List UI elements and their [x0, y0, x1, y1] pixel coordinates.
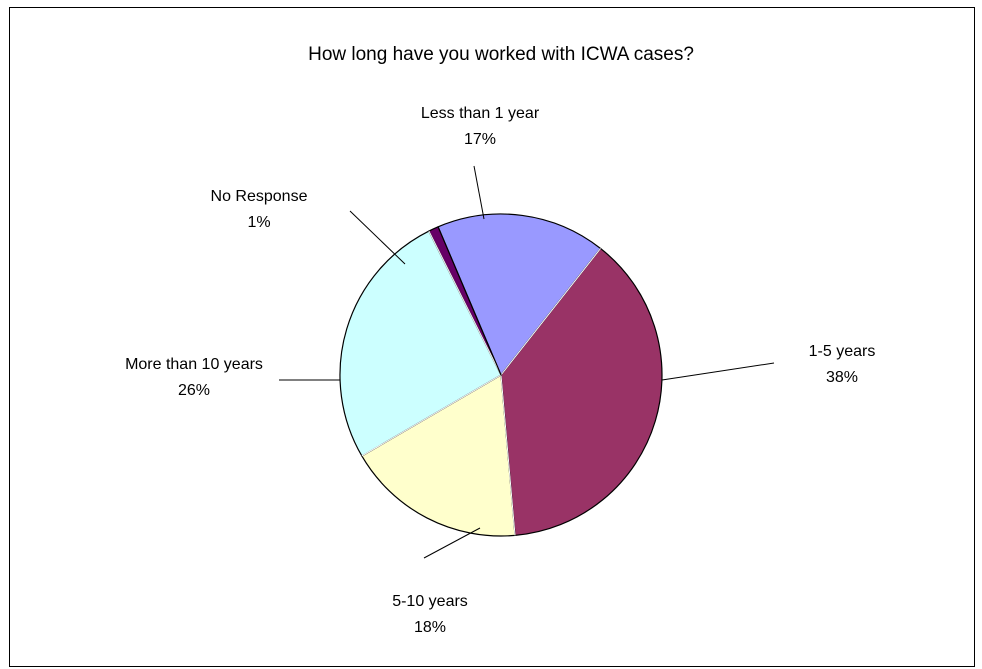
pie-slice-less-than-1-year	[437, 213, 602, 376]
slice-percent-label: 1%	[247, 214, 270, 231]
leader-line	[349, 210, 406, 265]
slice-separator	[361, 374, 502, 457]
leader-line	[473, 165, 485, 220]
slice-separator	[428, 230, 502, 376]
chart-area: How long have you worked with ICWA cases…	[9, 7, 975, 667]
pie-slices	[339, 213, 663, 537]
pie-slice-more-than-10-years	[339, 230, 502, 457]
slice-labels: Less than 1 year 17% 1-5 years 38% 5-10 year…	[125, 105, 875, 636]
leader-line	[661, 362, 775, 381]
slice-separator	[500, 248, 601, 376]
slice-percent-label: 26%	[178, 382, 210, 399]
slice-category-label: Less than 1 year	[421, 105, 540, 122]
chart-title: How long have you worked with ICWA cases…	[308, 44, 694, 65]
slice-percent-label: 38%	[826, 369, 858, 386]
pie-chart: How long have you worked with ICWA cases…	[125, 44, 875, 636]
slice-percent-label: 17%	[464, 131, 496, 148]
slice-percent-label: 18%	[414, 619, 446, 636]
slice-category-label: More than 10 years	[125, 356, 263, 373]
leader-lines	[279, 165, 775, 559]
pie-slice-5-10-years	[361, 374, 516, 537]
slice-category-label: 5-10 years	[392, 593, 468, 610]
slice-edge	[437, 226, 502, 376]
pie-slice-1-5-years	[500, 247, 663, 536]
leader-line	[423, 527, 481, 559]
slice-category-label: No Response	[211, 188, 308, 205]
slice-category-label: 1-5 years	[809, 343, 876, 360]
slice-separator	[500, 374, 516, 536]
